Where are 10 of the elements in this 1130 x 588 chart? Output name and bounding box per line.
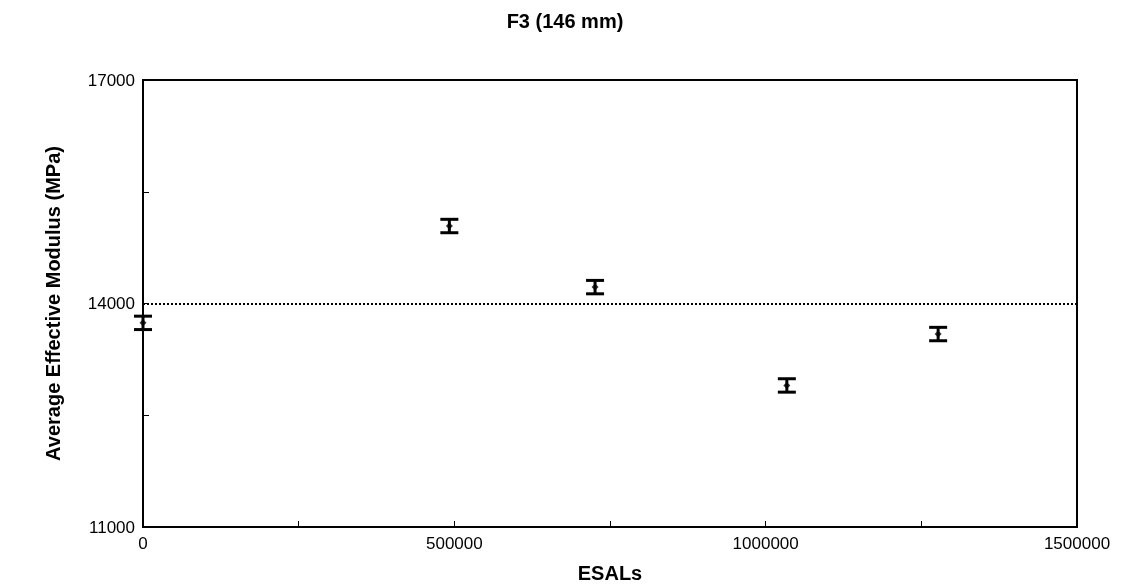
x-axis-title: ESALs	[577, 562, 643, 584]
chart-title: F3 (146 mm)	[506, 10, 624, 32]
x-tick-label: 500000	[425, 534, 483, 553]
y-tick-label: 17000	[87, 70, 135, 90]
y-axis-title: Average Effective Modulus (MPa)	[42, 146, 64, 461]
x-tick-label: 1000000	[732, 534, 799, 553]
x-tick-label: 1500000	[1043, 534, 1111, 553]
x-tick-label: 0	[138, 534, 148, 553]
y-tick-label: 11000	[88, 517, 135, 537]
y-tick-label: 14000	[87, 294, 135, 313]
